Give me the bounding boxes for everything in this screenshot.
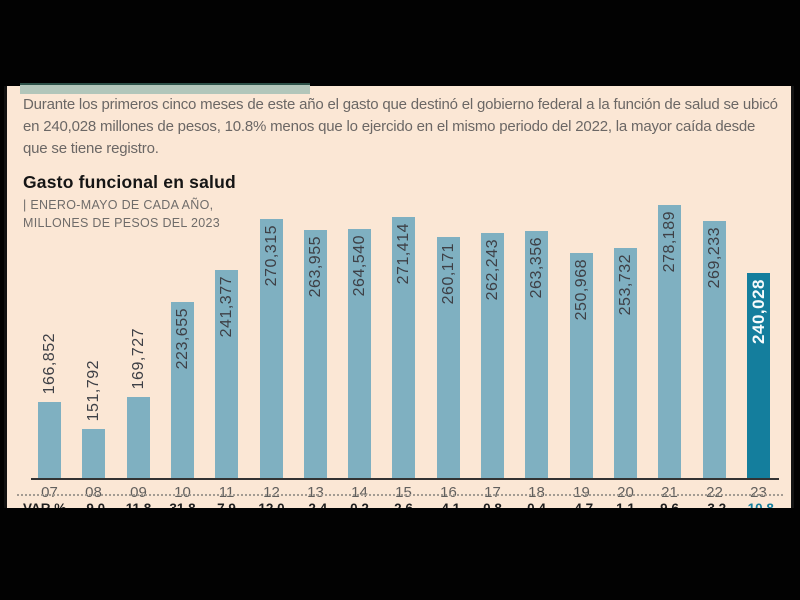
bar-15: 271,414 (392, 217, 415, 478)
bar-value-label: 262,243 (483, 239, 501, 301)
x-axis-label-09: 09 (130, 484, 147, 501)
bar-13: 263,955 (304, 230, 327, 478)
bar-value-label: 169,727 (129, 327, 147, 389)
bar-value-label: 263,356 (527, 237, 545, 299)
bar-17: 262,243 (481, 233, 504, 478)
x-axis-label-21: 21 (661, 484, 678, 501)
bar-value-label: 278,189 (660, 211, 678, 273)
bar-22: 269,233 (703, 221, 726, 478)
bottom-letterbox-bar (0, 508, 800, 600)
bar-value-label: 166,852 (40, 332, 58, 394)
bar-value-label: 263,955 (306, 236, 324, 298)
x-axis-label-16: 16 (440, 484, 457, 501)
x-axis-label-22: 22 (706, 484, 723, 501)
bar-value-label: 240,028 (748, 279, 768, 344)
bar-18: 263,356 (525, 231, 548, 478)
bar-value-label: 270,315 (262, 225, 280, 287)
chart-subtitle-line1: | ENERO-MAYO DE CADA AÑO, (23, 198, 214, 212)
x-axis-label-07: 07 (41, 484, 58, 501)
infographic-panel: Durante los primeros cinco meses de este… (4, 86, 794, 516)
x-axis-label-13: 13 (307, 484, 324, 501)
x-axis-label-17: 17 (484, 484, 501, 501)
bar-12: 270,315 (260, 219, 283, 478)
x-axis-label-14: 14 (351, 484, 368, 501)
bar-07: 166,852 (38, 333, 61, 478)
x-axis-label-18: 18 (528, 484, 545, 501)
bar-value-label: 223,655 (173, 308, 191, 370)
x-axis-label-08: 08 (85, 484, 102, 501)
bar-value-label: 250,968 (572, 259, 590, 321)
x-axis-label-20: 20 (617, 484, 634, 501)
x-axis-label-11: 11 (218, 484, 235, 501)
bar-value-label: 241,377 (217, 276, 235, 338)
dotted-separator (17, 494, 783, 496)
x-axis-line (31, 478, 779, 480)
bar-value-label: 253,732 (616, 254, 634, 316)
bar-value-label: 151,792 (84, 359, 102, 421)
bar-value-label: 269,233 (705, 227, 723, 289)
chart-title: Gasto funcional en salud (23, 172, 236, 192)
header-accent-strip (20, 83, 310, 94)
bar-10: 223,655 (171, 302, 194, 478)
top-letterbox-bar (0, 0, 800, 86)
x-axis-label-19: 19 (573, 484, 590, 501)
x-axis-label-10: 10 (174, 484, 191, 501)
chart-subtitle-line2: MILLONES DE PESOS DEL 2023 (23, 216, 221, 230)
x-axis-label-15: 15 (395, 484, 412, 501)
bar-21: 278,189 (658, 205, 681, 478)
bar-09: 169,727 (127, 328, 150, 478)
right-frame-line (791, 86, 794, 508)
bar-20: 253,732 (614, 248, 637, 478)
bar-23: 240,028 (747, 273, 770, 478)
bar-14: 264,540 (348, 229, 371, 478)
x-axis-label-12: 12 (263, 484, 280, 501)
x-axis-label-23: 23 (750, 484, 767, 501)
intro-text: Durante los primeros cinco meses de este… (23, 96, 778, 157)
bar-16: 260,171 (437, 237, 460, 478)
bar-value-label: 271,414 (394, 223, 412, 285)
bar-11: 241,377 (215, 270, 238, 478)
bar-08: 151,792 (82, 360, 105, 478)
bar-value-label: 264,540 (350, 235, 368, 297)
bar-19: 250,968 (570, 253, 593, 478)
bar-value-label: 260,171 (439, 243, 457, 305)
